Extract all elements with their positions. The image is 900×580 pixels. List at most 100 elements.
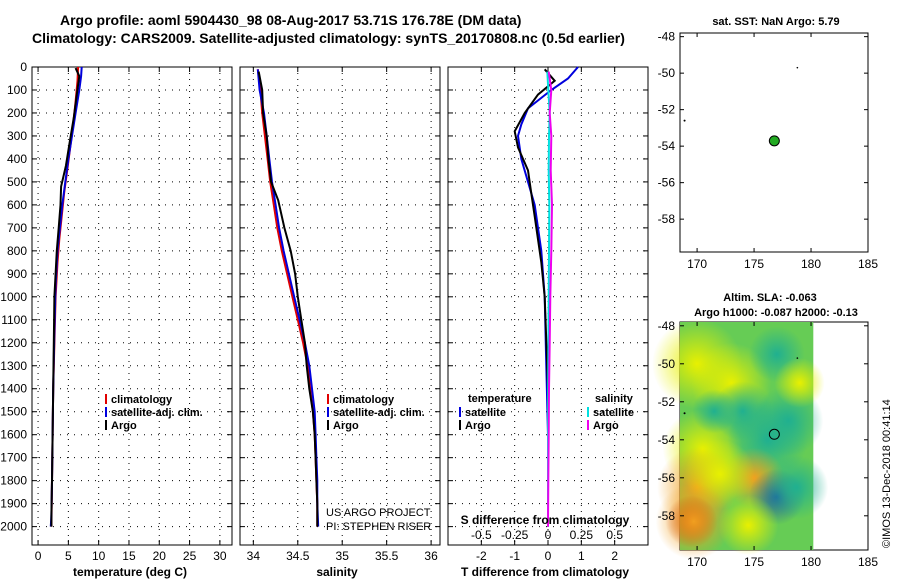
depth-tick-label: 400	[7, 152, 27, 166]
depth-tick-label: 600	[7, 198, 27, 212]
depth-tick-label: 1900	[0, 497, 27, 511]
sla-title-2: Argo h1000: -0.087 h2000: -0.13	[694, 307, 858, 319]
depth-tick-label: 1800	[0, 474, 27, 488]
sst-title: sat. SST: NaN Argo: 5.79	[712, 16, 839, 28]
depth-tick-label: 700	[7, 221, 27, 235]
depth-tick-label: 300	[7, 129, 27, 143]
sal-legend-label: climatology	[333, 394, 395, 406]
diff-legend-right-title: salinity	[595, 393, 634, 405]
island-speck	[796, 357, 799, 359]
series-argo	[50, 67, 81, 527]
diff-stick-label: 0.5	[606, 528, 623, 542]
depth-tick-label: 1500	[0, 405, 27, 419]
map-ytick-label: -54	[658, 433, 676, 447]
map-xtick-label: 180	[801, 555, 821, 569]
sla-heatmap	[652, 318, 829, 560]
temperature-panel: 0100200300400500600700800900100011001200…	[0, 60, 233, 563]
temp-xtick-label: 25	[183, 549, 197, 563]
series-t-argo	[513, 68, 557, 527]
sal-xtick-label: 36	[424, 549, 438, 563]
diff-xtick-label: 0	[545, 549, 552, 563]
island-speck	[683, 412, 686, 415]
map-ytick-label: -50	[658, 66, 676, 80]
panel-frame-0	[31, 66, 233, 546]
diff-xtick-label: -1	[509, 549, 520, 563]
map-ytick-label: -56	[658, 176, 676, 190]
map-xtick-label: 180	[801, 257, 821, 271]
series-s-argo	[547, 71, 554, 527]
temp-xtick-label: 15	[122, 549, 136, 563]
difference-panel: -2 -1 0 1 2 -0.5 -0.25 0 0.25 0.5 temperature salin…	[447, 66, 649, 563]
depth-tick-label: 800	[7, 244, 27, 258]
map-ytick-label: -48	[658, 319, 676, 333]
temp-xtick-label: 5	[65, 549, 72, 563]
map-ytick-label: -52	[658, 103, 676, 117]
depth-tick-label: 1100	[1, 313, 27, 327]
diff-stick-label: -0.5	[471, 528, 492, 542]
island-speck	[683, 119, 686, 122]
credit-pi: PI: STEPHEN RISER	[326, 521, 431, 533]
imos-credit: ©IMOS 13-Dec-2018 00:41:14	[881, 399, 893, 548]
map-ytick-label: -58	[658, 509, 676, 523]
depth-tick-label: 100	[7, 83, 27, 97]
heat-blob	[655, 483, 732, 560]
heat-blob	[692, 389, 737, 434]
credit-project: US ARGO PROJECT	[326, 507, 431, 519]
title-line-2: Climatology: CARS2009. Satellite-adjuste…	[32, 30, 625, 46]
depth-tick-label: 200	[7, 106, 27, 120]
sal-xtick-label: 35	[336, 549, 350, 563]
map-xtick-label: 175	[744, 257, 764, 271]
temp-legend-label: Argo	[111, 420, 137, 432]
depth-tick-label: 1700	[0, 451, 27, 465]
map-ytick-label: -54	[658, 139, 676, 153]
diff-stick-label: 0.25	[570, 528, 594, 542]
map-xtick-label: 175	[744, 555, 764, 569]
map-xtick-label: 185	[858, 555, 878, 569]
diff-xlabel: T difference from climatology	[461, 565, 629, 579]
map-xtick-label: 185	[858, 257, 878, 271]
temp-legend-label: satellite-adj. clim.	[111, 407, 203, 419]
depth-tick-label: 1600	[0, 428, 27, 442]
diff-stick-label: -0.25	[501, 528, 529, 542]
diff-xtick-label: -2	[476, 549, 487, 563]
sal-xtick-label: 35.5	[375, 549, 399, 563]
panel-frame-1	[239, 66, 441, 546]
map-ytick-label: -48	[658, 30, 676, 44]
sst-map-panel: 170 175 180 185 -48 -50 -52 -54 -56 -58	[658, 30, 879, 271]
diff-xtick-label: 1	[578, 549, 585, 563]
diff-legend-left-label: Argo	[465, 420, 491, 432]
temp-xtick-label: 30	[213, 549, 227, 563]
sal-xlabel: salinity	[316, 565, 358, 579]
depth-tick-label: 900	[7, 267, 27, 281]
depth-tick-label: 2000	[0, 520, 27, 534]
map-xtick-label: 170	[687, 555, 707, 569]
sal-legend-label: satellite-adj. clim.	[333, 407, 425, 419]
sal-xtick-label: 34.5	[286, 549, 310, 563]
depth-tick-label: 1400	[0, 382, 27, 396]
map-ytick-label: -56	[658, 471, 676, 485]
diff-legend-left-label: satellite	[465, 407, 506, 419]
map-ytick-label: -58	[658, 212, 676, 226]
diff-xlabel-top: S difference from climatology	[461, 513, 630, 527]
depth-tick-label: 1200	[0, 336, 27, 350]
depth-tick-label: 1000	[0, 290, 27, 304]
diff-xtick-label: 2	[611, 549, 618, 563]
diff-stick-label: 0	[545, 528, 552, 542]
heat-blob	[764, 455, 829, 520]
salinity-panel: 34 34.5 35 35.5 36 climatologysatellite-adj. …	[239, 66, 441, 563]
series-argo	[257, 71, 319, 527]
sal-legend-label: Argo	[333, 420, 359, 432]
diff-legend-left-title: temperature	[468, 393, 532, 405]
sla-title-1: Altim. SLA: -0.063	[723, 292, 817, 304]
diff-legend-right-label: satellite	[593, 407, 634, 419]
map-ytick-label: -50	[658, 357, 676, 371]
float-location-marker	[768, 428, 780, 440]
depth-tick-label: 500	[7, 175, 27, 189]
temp-legend-label: climatology	[111, 394, 173, 406]
float-location-marker	[768, 135, 780, 147]
island-speck	[796, 66, 799, 69]
sal-xtick-label: 34	[247, 549, 261, 563]
heat-blob	[718, 495, 779, 556]
map-xtick-label: 170	[687, 257, 707, 271]
temp-xtick-label: 10	[92, 549, 106, 563]
